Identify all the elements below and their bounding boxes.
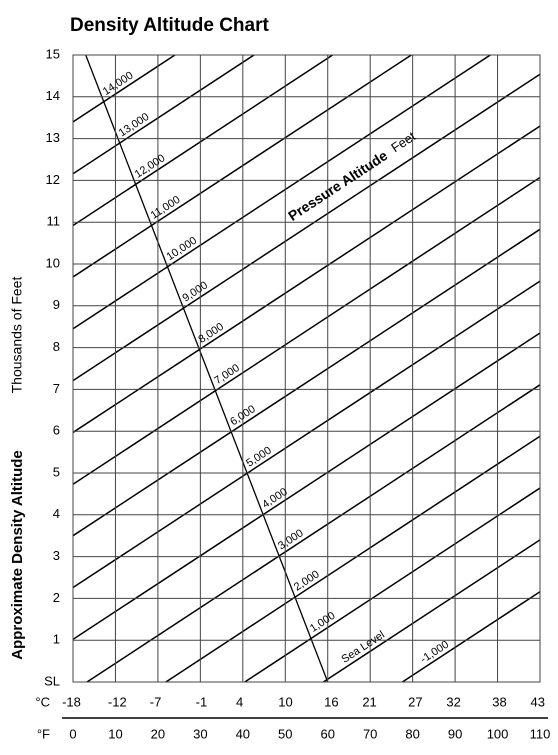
pressure-altitude-line [73,228,540,537]
y-tick-label: 13 [46,130,60,145]
pressure-altitude-line [73,125,540,434]
x-axis-label: °F [37,726,50,741]
y-tick-label: 10 [46,255,60,270]
y-tick-label: 2 [53,590,60,605]
plot-area [73,55,540,682]
y-tick-label: 7 [53,381,60,396]
line-label: -1,000 [418,639,451,666]
pressure-altitude-line [73,55,177,123]
y-tick-label: 8 [53,339,60,354]
x2-tick-label: 27 [408,694,422,709]
x2-tick-label: -1 [196,694,208,709]
x-tick-label: 40 [236,726,250,741]
x2-tick-label: -7 [150,694,162,709]
pressure-altitude-line [73,55,492,330]
x-tick-label: 50 [278,726,292,741]
x2-tick-label: 43 [530,694,544,709]
standard-temperature-line [85,55,329,682]
x2-axis-label: °C [35,694,50,709]
x-tick-label: 80 [405,726,419,741]
annotation-title: Pressure Altitude [285,147,390,224]
chart-title: Density Altitude Chart [70,15,269,36]
pressure-altitude-line [73,55,256,175]
y-tick-label: 11 [47,214,61,229]
x2-tick-label: -18 [62,694,81,709]
pressure-altitude-line [243,487,540,682]
x-tick-label: 70 [363,726,377,741]
y-tick-label: 12 [46,172,60,187]
x-tick-label: 10 [108,726,122,741]
x2-tick-label: 21 [362,694,376,709]
x2-tick-label: 4 [236,694,243,709]
pressure-altitude-line [73,73,540,382]
y-tick-label: 4 [53,506,60,521]
x2-tick-label: 16 [324,694,338,709]
x-tick-label: 20 [151,726,165,741]
y-axis-label: Approximate Density Altitude [9,450,26,659]
pressure-altitude-line [73,55,334,227]
pressure-altitude-line [73,55,413,278]
pressure-altitude-line [401,591,540,682]
y-tick-label: 14 [46,88,60,103]
x2-tick-label: 32 [446,694,460,709]
x-tick-label: 90 [448,726,462,741]
pressure-altitude-line [73,280,540,589]
pressure-altitude-line [73,332,540,640]
x-tick-label: 60 [320,726,334,741]
x2-tick-label: 10 [278,694,292,709]
x2-tick-label: -12 [108,694,127,709]
x-tick-label: 110 [530,726,551,741]
x2-tick-label: 38 [492,694,506,709]
x-tick-label: 0 [69,726,76,741]
y-tick-label: 3 [53,548,60,563]
y-axis-unit-label: Thousands of Feet [9,277,25,394]
y-tick-label: 5 [53,464,60,479]
y-tick-label: 9 [53,297,60,312]
y-tick-label: 15 [46,46,60,61]
pressure-altitude-line [164,435,540,682]
y-tick-label: 6 [53,423,60,438]
annotation-unit: Feet [388,129,418,156]
pressure-altitude-line [322,539,540,682]
x-tick-label: 100 [487,726,509,741]
line-label: Sea Level [339,629,386,666]
x-tick-label: 30 [193,726,207,741]
y-tick-label: 1 [53,632,60,647]
y-tick-label: SL [44,673,60,688]
pressure-altitude-line [73,176,540,485]
